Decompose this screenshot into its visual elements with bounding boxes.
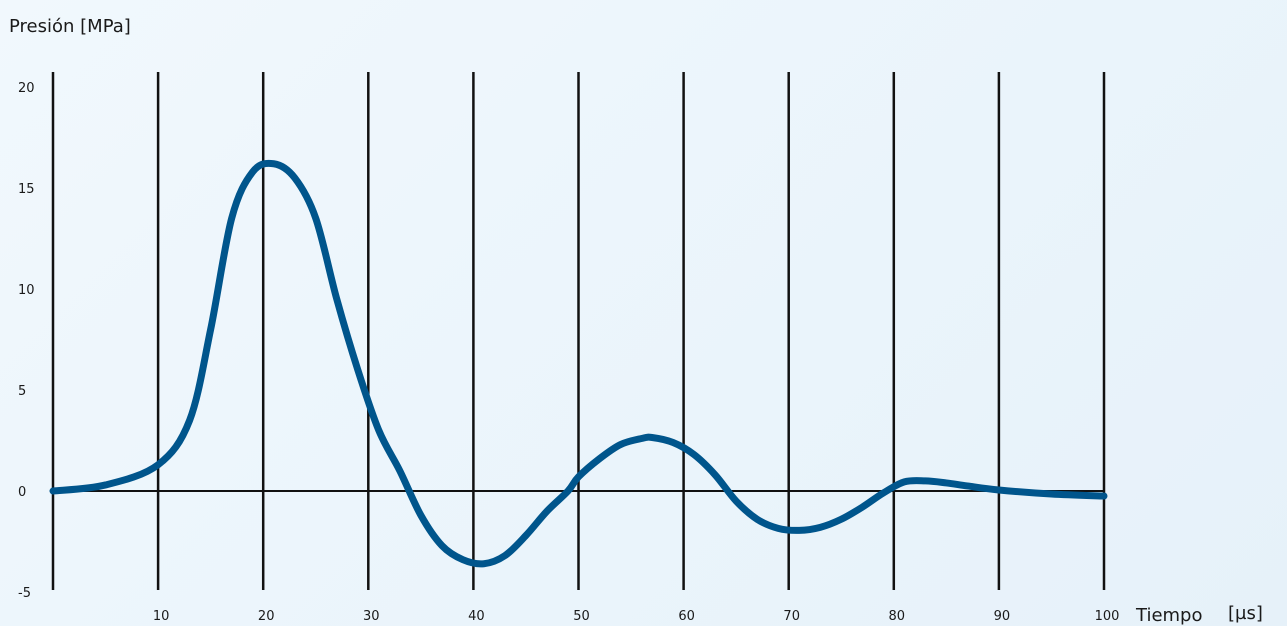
y-tick-label-5: 5 xyxy=(18,384,26,399)
x-tick-labels: 10 20 30 40 50 60 70 80 90 100 xyxy=(153,609,1120,624)
x-tick-label-50: 50 xyxy=(573,609,590,624)
y-axis-label: Presión [MPa] xyxy=(9,16,131,37)
x-tick-label-30: 30 xyxy=(363,609,380,624)
y-tick-label-0: 0 xyxy=(18,485,26,500)
x-axis-label: Tiempo xyxy=(1135,605,1203,626)
x-tick-label-10: 10 xyxy=(153,609,170,624)
y-tick-label-15: 15 xyxy=(18,182,35,197)
vertical-gridlines xyxy=(51,72,1106,590)
y-tick-label-20: 20 xyxy=(18,81,35,96)
y-tick-labels: -5 0 5 10 15 20 xyxy=(18,81,35,601)
x-tick-label-100: 100 xyxy=(1095,609,1120,624)
y-tick-label-10: 10 xyxy=(18,283,35,298)
x-tick-label-90: 90 xyxy=(994,609,1011,624)
x-tick-label-20: 20 xyxy=(258,609,275,624)
x-tick-label-80: 80 xyxy=(889,609,906,624)
x-tick-label-40: 40 xyxy=(468,609,485,624)
y-tick-label--5: -5 xyxy=(18,586,31,601)
x-axis-unit: [µs] xyxy=(1228,603,1263,624)
pressure-series-line xyxy=(49,159,1108,568)
x-tick-label-70: 70 xyxy=(783,609,800,624)
x-tick-label-60: 60 xyxy=(678,609,695,624)
